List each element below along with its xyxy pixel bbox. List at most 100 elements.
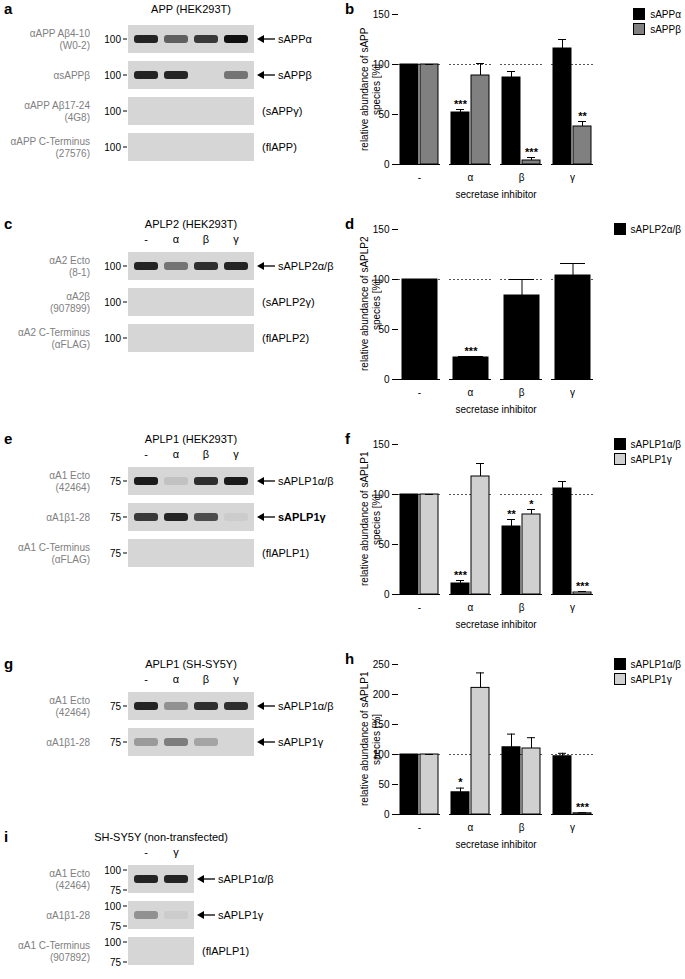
svg-text:0: 0 <box>384 589 390 600</box>
svg-text:β: β <box>519 822 525 833</box>
svg-text:0: 0 <box>384 809 390 820</box>
svg-text:sAPLP1γ: sAPLP1γ <box>278 511 327 523</box>
svg-text:(907899): (907899) <box>50 303 90 314</box>
svg-text:100: 100 <box>104 865 121 876</box>
svg-text:i: i <box>4 828 8 845</box>
svg-text:(sAPPγ): (sAPPγ) <box>262 105 302 117</box>
svg-text:150: 150 <box>373 439 390 450</box>
svg-text:e: e <box>4 430 12 447</box>
svg-text:(flAPLP1): (flAPLP1) <box>262 547 309 559</box>
svg-text:***: *** <box>576 801 590 813</box>
svg-text:(4G8): (4G8) <box>64 112 90 123</box>
svg-text:(flAPLP1): (flAPLP1) <box>202 945 249 957</box>
svg-text:αA2 Ecto: αA2 Ecto <box>49 255 90 266</box>
svg-text:(8-1): (8-1) <box>69 267 90 278</box>
svg-text:**: ** <box>578 110 587 122</box>
svg-text:αA2 C-Terminus: αA2 C-Terminus <box>18 327 90 338</box>
svg-text:50: 50 <box>378 779 390 790</box>
svg-text:100: 100 <box>104 70 121 81</box>
svg-text:100: 100 <box>104 901 121 912</box>
svg-text:75: 75 <box>110 512 122 523</box>
svg-text:-: - <box>144 846 148 858</box>
svg-text:sAPPβ: sAPPβ <box>278 69 312 81</box>
svg-text:*: * <box>529 498 534 510</box>
svg-text:75: 75 <box>110 737 122 748</box>
svg-text:(flAPLP2): (flAPLP2) <box>262 332 309 344</box>
svg-text:(αFLAG): (αFLAG) <box>51 554 90 565</box>
svg-text:(42464): (42464) <box>56 482 90 493</box>
svg-text:(42464): (42464) <box>56 707 90 718</box>
svg-text:200: 200 <box>373 689 390 700</box>
svg-text:sAPLP1α/β: sAPLP1α/β <box>278 475 334 487</box>
svg-text:100: 100 <box>104 261 121 272</box>
svg-text:β: β <box>203 673 209 685</box>
svg-text:-: - <box>144 233 148 245</box>
svg-text:APP (HEK293T): APP (HEK293T) <box>151 3 231 15</box>
svg-text:100: 100 <box>104 937 121 948</box>
svg-text:γ: γ <box>570 387 575 398</box>
svg-text:secretase inhibitor: secretase inhibitor <box>455 839 537 850</box>
svg-text:αsAPPβ: αsAPPβ <box>53 70 90 81</box>
svg-text:αA1 Ecto: αA1 Ecto <box>49 470 90 481</box>
svg-text:100: 100 <box>104 34 121 45</box>
svg-text:g: g <box>4 655 13 672</box>
svg-text:secretase inhibitor: secretase inhibitor <box>455 619 537 630</box>
svg-text:(flAPP): (flAPP) <box>262 141 297 153</box>
svg-text:***: *** <box>465 345 479 357</box>
svg-text:γ: γ <box>233 673 239 685</box>
svg-text:***: *** <box>576 580 590 592</box>
svg-text:β: β <box>519 172 525 183</box>
svg-text:**: ** <box>507 508 516 520</box>
svg-text:100: 100 <box>104 333 121 344</box>
svg-text:αA1 Ecto: αA1 Ecto <box>49 695 90 706</box>
svg-text:(42464): (42464) <box>56 880 90 891</box>
svg-text:sAPLP1α/β: sAPLP1α/β <box>278 700 334 712</box>
svg-text:100: 100 <box>104 297 121 308</box>
svg-text:β: β <box>203 448 209 460</box>
svg-text:αA1β1-28: αA1β1-28 <box>46 737 90 748</box>
svg-text:-: - <box>144 448 148 460</box>
svg-text:αA1 C-Terminus: αA1 C-Terminus <box>18 940 90 951</box>
svg-text:αAPP Aβ17-24: αAPP Aβ17-24 <box>24 100 90 111</box>
svg-text:APLP1 (HEK293T): APLP1 (HEK293T) <box>145 433 237 445</box>
svg-text:-: - <box>418 822 421 833</box>
svg-text:αAPP Aβ4-10: αAPP Aβ4-10 <box>30 28 91 39</box>
svg-text:αA2β: αA2β <box>66 291 90 302</box>
svg-text:α: α <box>468 172 474 183</box>
svg-text:***: *** <box>454 569 468 581</box>
svg-text:α: α <box>173 673 180 685</box>
svg-text:-: - <box>144 673 148 685</box>
svg-text:γ: γ <box>570 172 575 183</box>
svg-text:***: *** <box>454 98 468 110</box>
svg-text:γ: γ <box>570 602 575 613</box>
svg-text:αAPP C-Terminus: αAPP C-Terminus <box>10 136 90 147</box>
svg-text:α: α <box>173 233 180 245</box>
svg-text:αA1 Ecto: αA1 Ecto <box>49 868 90 879</box>
svg-text:75: 75 <box>110 957 122 968</box>
svg-text:c: c <box>4 215 12 232</box>
svg-text:αA1 C-Terminus: αA1 C-Terminus <box>18 542 90 553</box>
svg-text:αA1β1-28: αA1β1-28 <box>46 512 90 523</box>
svg-text:secretase inhibitor: secretase inhibitor <box>455 189 537 200</box>
svg-text:150: 150 <box>373 9 390 20</box>
svg-text:γ: γ <box>570 822 575 833</box>
svg-text:sAPLP1γ: sAPLP1γ <box>278 736 324 748</box>
svg-text:-: - <box>418 172 421 183</box>
svg-text:β: β <box>519 602 525 613</box>
svg-text:***: *** <box>525 146 539 158</box>
svg-text:75: 75 <box>110 885 122 896</box>
svg-text:0: 0 <box>384 374 390 385</box>
svg-text:γ: γ <box>233 233 239 245</box>
svg-text:a: a <box>4 0 13 17</box>
svg-text:(907892): (907892) <box>50 952 90 963</box>
svg-text:γ: γ <box>233 448 239 460</box>
svg-text:(sAPLP2γ): (sAPLP2γ) <box>262 296 315 308</box>
svg-text:sAPLP2α/β: sAPLP2α/β <box>278 260 334 272</box>
svg-text:APLP2 (HEK293T): APLP2 (HEK293T) <box>145 218 237 230</box>
svg-text:-: - <box>418 602 421 613</box>
svg-text:(αFLAG): (αFLAG) <box>51 339 90 350</box>
svg-text:75: 75 <box>110 921 122 932</box>
svg-text:75: 75 <box>110 548 122 559</box>
svg-text:100: 100 <box>104 106 121 117</box>
svg-text:-: - <box>418 387 421 398</box>
